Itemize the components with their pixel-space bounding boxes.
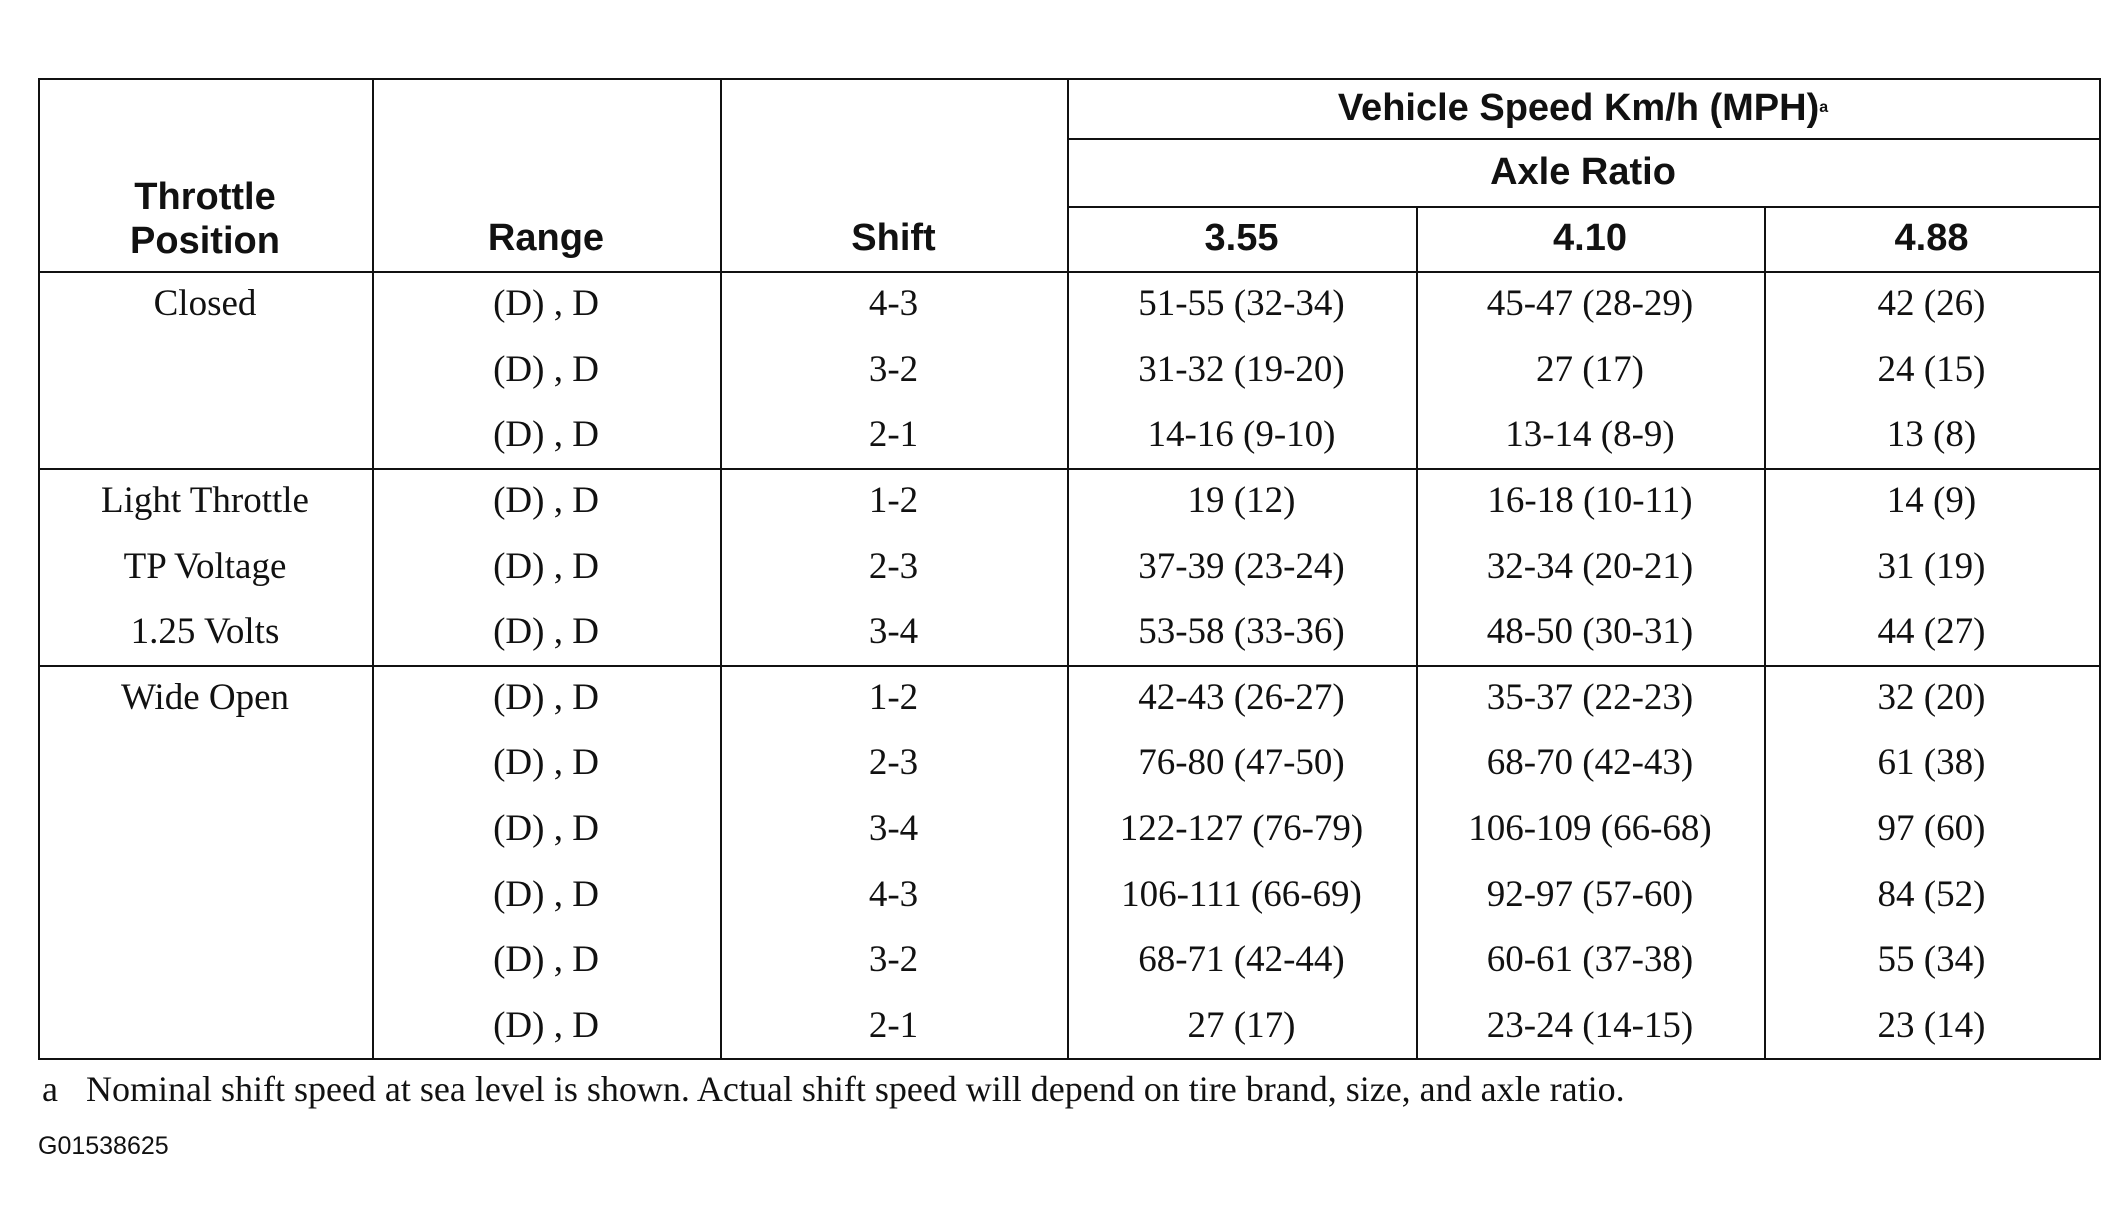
table-cell: 42 (26) [1877, 283, 1986, 325]
header-cell: 4.88 [1894, 217, 1969, 259]
table-cell: (D) , D [493, 1004, 599, 1046]
table-cell: 55 (34) [1877, 939, 1986, 981]
table-cell: 51-55 (32-34) [1138, 283, 1345, 325]
table-cell: 106-111 (66-69) [1121, 873, 1362, 915]
table-cell: (D) , D [493, 283, 599, 325]
table-cell: 23 (14) [1877, 1004, 1986, 1046]
table-cell: 4-3 [868, 283, 919, 325]
footnote-marker: a [1819, 99, 1829, 116]
table-cell: 32 (20) [1877, 676, 1986, 718]
header-cell: Range [487, 217, 605, 259]
table-cell: 13 (8) [1886, 414, 1977, 456]
table-cell: 3-4 [868, 807, 919, 849]
table-cell: 97 (60) [1877, 807, 1986, 849]
table-cell: 48-50 (30-31) [1486, 611, 1694, 653]
header-text: Vehicle Speed Km/h (MPH) [1337, 86, 1820, 129]
table-cell: 92-97 (57-60) [1486, 873, 1694, 915]
footnote-marker: a [42, 1069, 58, 1109]
table-cell: 61 (38) [1877, 742, 1986, 784]
table-cell: 13-14 (8-9) [1505, 414, 1675, 456]
table-cell: Light Throttle [101, 480, 309, 522]
table-cell: 31-32 (19-20) [1138, 348, 1345, 390]
table-cell: 1-2 [868, 676, 919, 718]
table-cell: (D) , D [493, 611, 599, 653]
rule [1067, 138, 2099, 140]
table-cell: 19 (12) [1187, 480, 1296, 522]
header-cell: Axle Ratio [1490, 150, 1676, 193]
table-cell: 23-24 (14-15) [1486, 1004, 1694, 1046]
table-cell: 1-2 [868, 480, 919, 522]
rule [2099, 78, 2101, 1060]
rule [1067, 78, 1069, 1060]
table-cell: 32-34 (20-21) [1486, 545, 1694, 587]
header-cell: Throttle Position [38, 78, 372, 271]
table-cell: 2-1 [868, 414, 919, 456]
table-cell: 2-1 [868, 1004, 919, 1046]
table-cell: 106-109 (66-68) [1468, 807, 1712, 849]
table-cell: 14 (9) [1886, 480, 1977, 522]
header-text: Position [130, 220, 280, 262]
table-cell: 3-4 [868, 611, 919, 653]
table-cell: 2-3 [868, 742, 919, 784]
header-cell: Vehicle Speed Km/h (MPH) a [1067, 78, 2099, 138]
header-cell: Shift [851, 217, 936, 259]
table-cell: (D) , D [493, 807, 599, 849]
table-cell: TP Voltage [123, 545, 287, 587]
table-cell: (D) , D [493, 545, 599, 587]
table-cell: (D) , D [493, 348, 599, 390]
table-cell: (D) , D [493, 939, 599, 981]
table-cell: 3-2 [868, 348, 919, 390]
header-cell: 3.55 [1204, 217, 1279, 259]
table-cell: 27 (17) [1536, 348, 1644, 390]
table-cell: 42-43 (26-27) [1138, 676, 1345, 718]
table-cell: Wide Open [120, 676, 290, 718]
footnote: a Nominal shift speed at sea level is sho… [42, 1068, 1625, 1110]
table-cell: (D) , D [493, 414, 599, 456]
table-cell: 68-71 (42-44) [1138, 939, 1345, 981]
footnote-text: Nominal shift speed at sea level is show… [85, 1069, 1625, 1109]
table-cell: (D) , D [493, 873, 599, 915]
table-cell: 122-127 (76-79) [1119, 807, 1364, 849]
table-cell: 76-80 (47-50) [1138, 742, 1345, 784]
table-cell: 37-39 (23-24) [1138, 545, 1345, 587]
table-cell: 4-3 [868, 873, 919, 915]
header-cell: 4.10 [1553, 217, 1627, 259]
rule [720, 78, 722, 1060]
rule [1067, 206, 2099, 208]
table-cell: 27 (17) [1187, 1004, 1296, 1046]
table-cell: 2-3 [868, 545, 919, 587]
table-cell: 68-70 (42-43) [1486, 742, 1694, 784]
rule [1764, 206, 1766, 1060]
table-cell: 3-2 [868, 939, 919, 981]
rule [38, 78, 40, 1060]
table-cell: 14-16 (9-10) [1147, 414, 1336, 456]
rule [1416, 206, 1418, 1060]
table-cell: (D) , D [493, 676, 599, 718]
table-cell: 1.25 Volts [130, 611, 280, 653]
table-cell: 24 (15) [1877, 348, 1986, 390]
table-cell: 60-61 (37-38) [1486, 939, 1694, 981]
table-cell: 31 (19) [1877, 545, 1986, 587]
rule [372, 78, 374, 1060]
table-cell: 16-18 (10-11) [1487, 480, 1693, 522]
table-cell: 44 (27) [1877, 611, 1986, 653]
header-text: Throttle [134, 176, 276, 218]
table-cell: 35-37 (22-23) [1486, 676, 1694, 718]
table-cell: (D) , D [493, 742, 599, 784]
table-cell: 53-58 (33-36) [1138, 611, 1345, 653]
table-cell: (D) , D [493, 480, 599, 522]
table-cell: 84 (52) [1877, 873, 1986, 915]
table-cell: Closed [153, 283, 257, 325]
figure-id: G01538625 [38, 1132, 169, 1160]
table-cell: 45-47 (28-29) [1486, 283, 1694, 325]
